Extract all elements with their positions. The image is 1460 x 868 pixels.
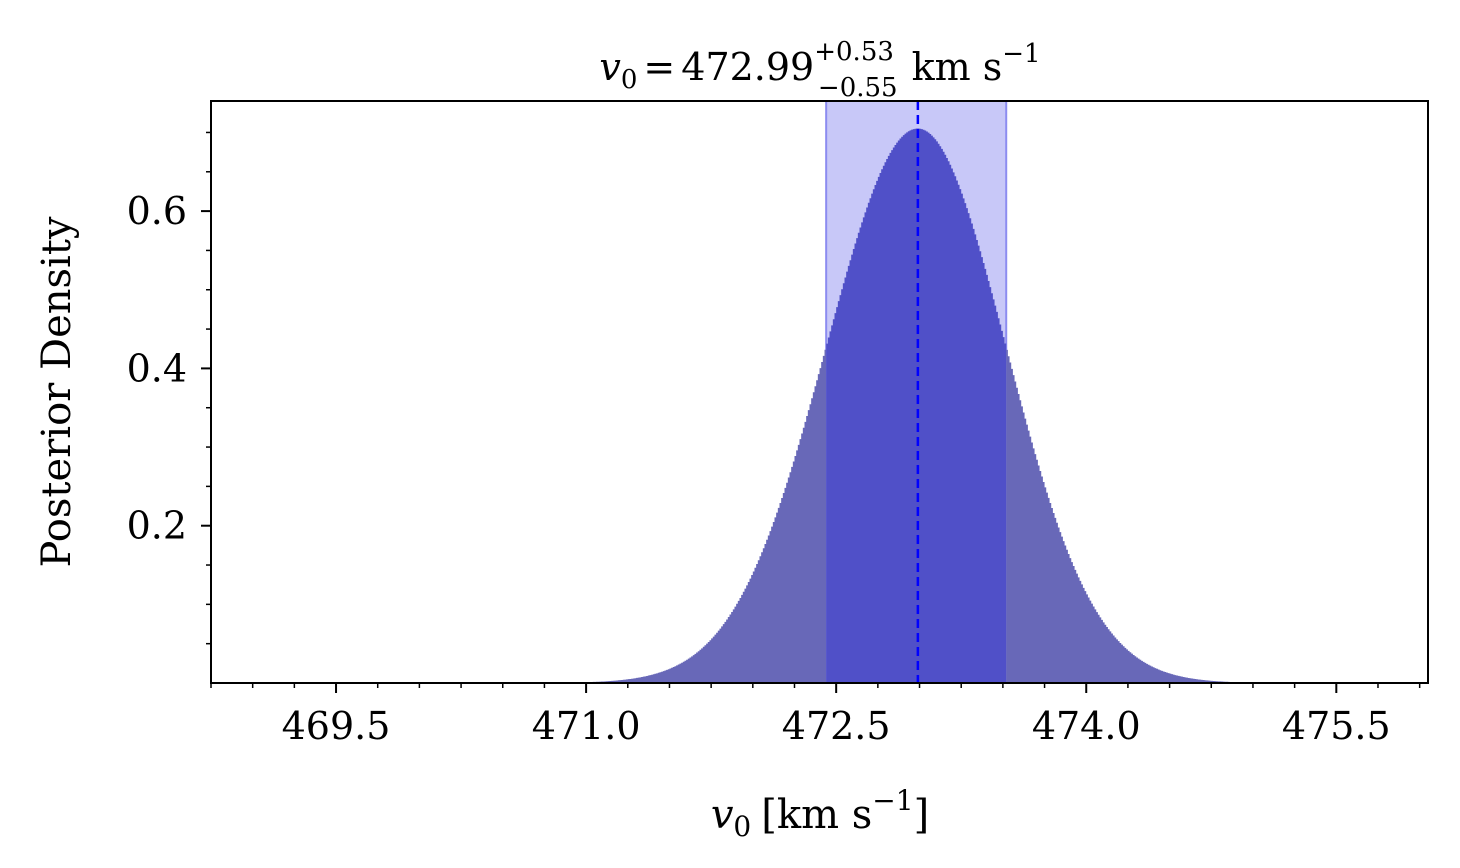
x-tick-label: 472.5	[782, 704, 891, 748]
density-right-tail	[1006, 349, 1403, 683]
y-tick-label: 0.4	[127, 346, 187, 390]
chart-title: v0 = 472.99+0.53 −0.55 km s−1	[599, 37, 1040, 103]
x-axis-ticks: 469.5 471.0 472.5 474.0 475.5	[210, 683, 1421, 748]
x-tick-label: 471.0	[532, 704, 641, 748]
y-tick-label: 0.2	[127, 504, 187, 548]
y-axis-ticks: 0.2 0.4 0.6	[127, 131, 211, 645]
x-tick-label: 475.5	[1282, 704, 1391, 748]
x-axis-label: v0 [km s−1]	[711, 784, 929, 843]
posterior-density-area	[386, 128, 1403, 684]
density-credible-region	[826, 128, 1007, 684]
x-tick-label: 469.5	[282, 704, 391, 748]
density-left-tail	[386, 343, 827, 683]
plot-frame	[210, 100, 1429, 684]
x-tick-label: 474.0	[1032, 704, 1141, 748]
y-tick-label: 0.6	[127, 189, 187, 233]
y-axis-label: Posterior Density	[34, 216, 80, 567]
